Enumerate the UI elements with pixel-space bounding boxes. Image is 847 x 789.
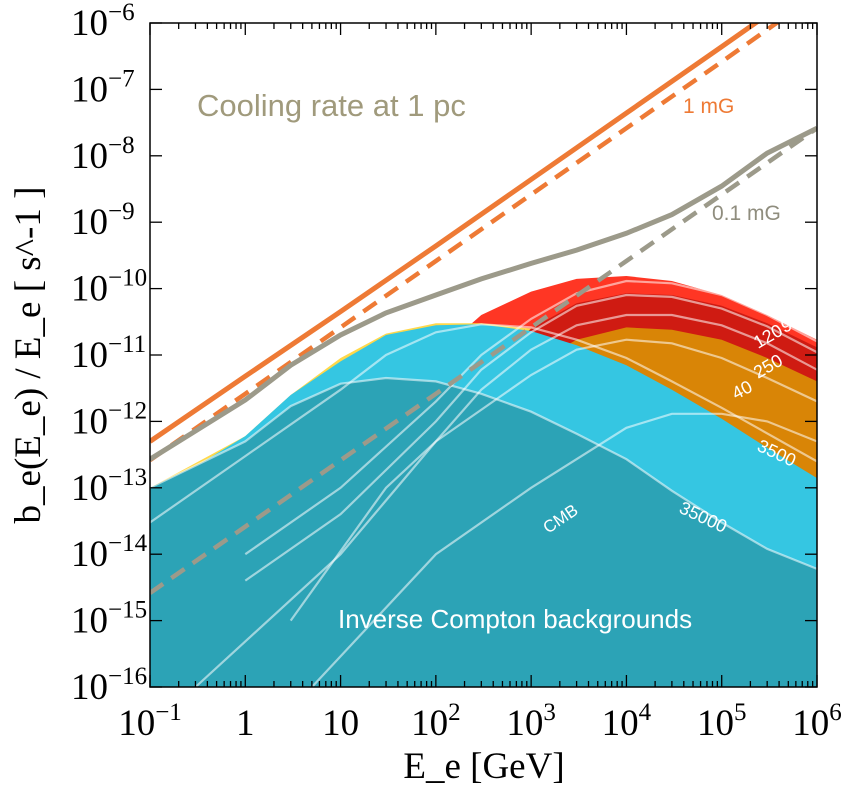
- y-axis-title: b_e(E_e) / E_e [ s^-1 ]: [8, 187, 49, 524]
- x-tick-label: 102: [411, 699, 461, 744]
- background-curve-3500: [194, 338, 817, 687]
- y-tick-label: 10−8: [71, 132, 135, 177]
- series-line-dashed-dashed-2: [150, 23, 781, 463]
- background-curve-40: [150, 323, 817, 524]
- axis-ticks: [149, 22, 818, 688]
- inverse-compton-background-fills: [150, 276, 817, 687]
- x-tick-label: 10: [322, 703, 359, 744]
- x-tick-label: 104: [602, 699, 652, 744]
- x-tick-label: 1: [236, 703, 255, 744]
- y-tick-label: 10−14: [71, 530, 148, 575]
- background-curve-250: [289, 313, 817, 622]
- y-tick-label: 10−10: [71, 265, 147, 310]
- annotations: Cooling rate at 1 pc 1 mG 0.1 mG Inverse…: [197, 88, 781, 634]
- y-tick-label: 10−9: [71, 198, 135, 243]
- chart-title: Cooling rate at 1 pc: [197, 88, 466, 123]
- series-line-1-mg-solid-1: [150, 23, 760, 444]
- y-tick-label: 10−13: [71, 464, 147, 509]
- axis-tick-labels: 10−1 1 10 102 103 104 105 10610−610−710−810−910…: [71, 0, 842, 744]
- background-curve-35000: [311, 412, 817, 687]
- y-tick-label: 10−6: [71, 0, 135, 44]
- x-tick-label: 106: [792, 699, 842, 744]
- background-fill-6: [150, 378, 817, 687]
- x-tick-label: 105: [697, 699, 747, 744]
- y-tick-label: 10−11: [71, 331, 146, 376]
- y-tick-label: 10−15: [71, 597, 147, 642]
- label-0-1mg: 0.1 mG: [712, 202, 781, 225]
- y-tick-label: 10−7: [71, 65, 135, 110]
- y-tick-label: 10−12: [71, 397, 147, 442]
- label-1mg: 1 mG: [683, 95, 734, 118]
- cooling-rate-lines: [150, 23, 817, 595]
- series-line-dashed-dashed-4: [150, 126, 817, 595]
- x-tick-label: 10−1: [118, 699, 182, 744]
- background-curve-120: [244, 293, 817, 582]
- label-inverse-compton: Inverse Compton backgrounds: [338, 604, 692, 634]
- x-axis-title: E_e [GeV]: [403, 746, 564, 787]
- y-tick-label: 10−16: [71, 663, 147, 708]
- series-line-0-1-mg-solid-3: [150, 125, 817, 462]
- background-curve-cmb: [150, 376, 817, 570]
- x-tick-label: 103: [506, 699, 556, 744]
